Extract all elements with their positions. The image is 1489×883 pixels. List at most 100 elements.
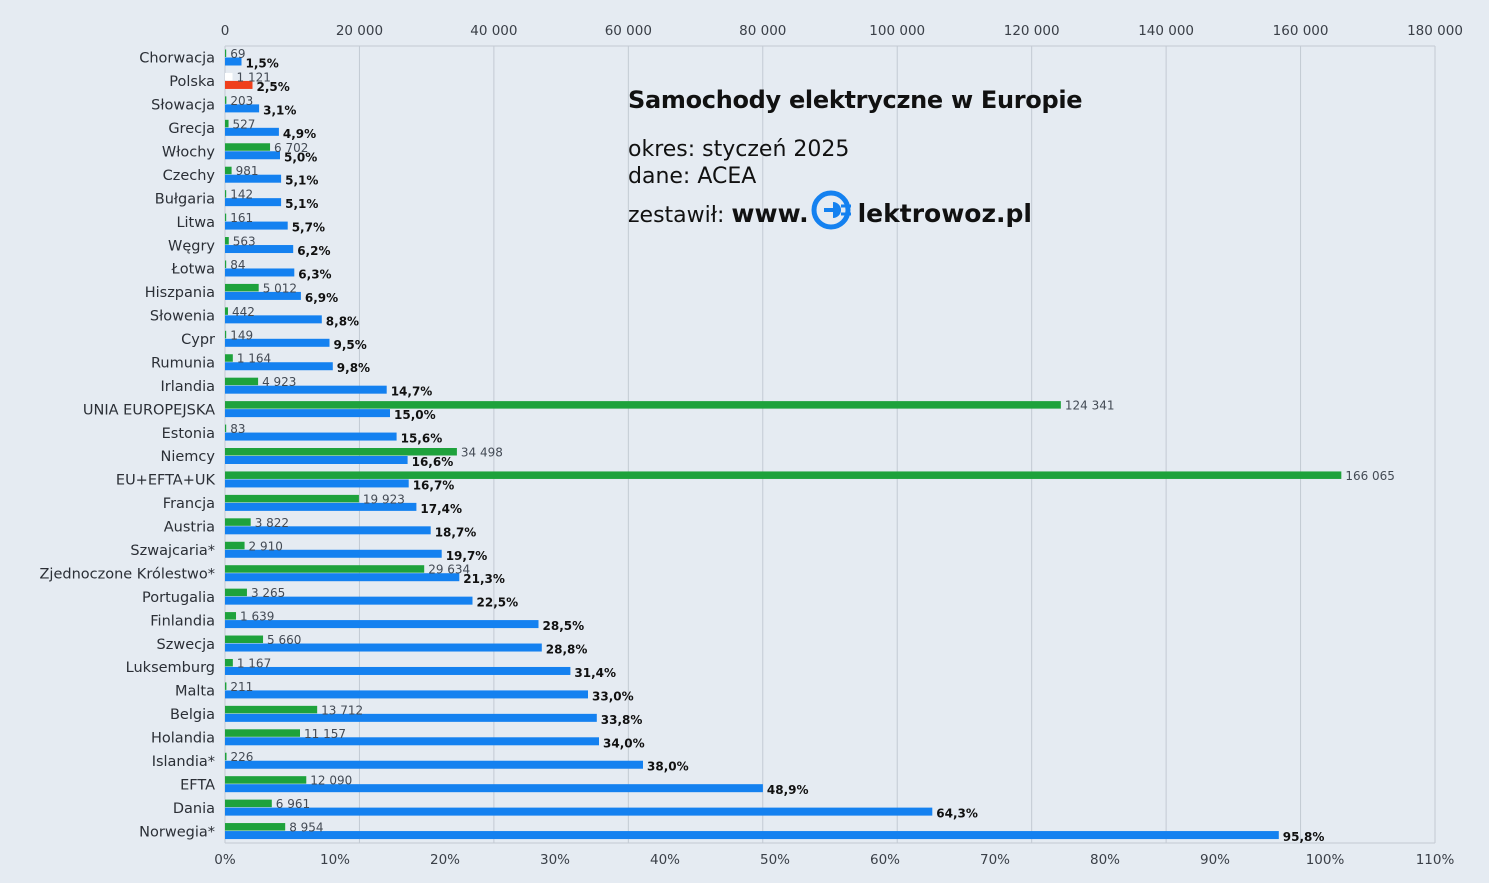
- count-label: 166 065: [1345, 469, 1395, 483]
- site-prefix: www.: [731, 199, 809, 228]
- count-label: 1 164: [237, 352, 271, 366]
- top-tick-label: 180 000: [1407, 23, 1463, 39]
- bottom-tick-label: 50%: [760, 852, 790, 868]
- percent-label: 48,9%: [767, 783, 809, 797]
- count-bar: [225, 72, 233, 81]
- count-bar: [225, 776, 307, 784]
- count-label: 29 634: [428, 563, 470, 577]
- category-label: Słowacja: [151, 98, 215, 114]
- bottom-tick-label: 90%: [1200, 852, 1230, 868]
- count-bar: [225, 588, 247, 597]
- bottom-tick-label: 70%: [980, 852, 1010, 868]
- percent-bar: [225, 174, 282, 183]
- percent-label: 6,9%: [305, 291, 338, 305]
- percent-label: 22,5%: [477, 596, 519, 610]
- bottom-tick-label: 40%: [650, 852, 680, 868]
- count-label: 8 954: [289, 821, 323, 835]
- count-bar: [225, 49, 227, 57]
- count-bar: [225, 96, 227, 104]
- count-bar: [225, 705, 318, 714]
- percent-bar: [225, 268, 295, 277]
- category-label: Norwegia*: [139, 824, 215, 840]
- bottom-tick-label: 60%: [870, 852, 900, 868]
- category-label: Polska: [169, 74, 215, 90]
- chart-info: Samochody elektryczne w Europie okres: s…: [628, 86, 1083, 230]
- category-label: Finlandia: [150, 613, 215, 629]
- count-label: 12 090: [310, 774, 352, 788]
- category-label: Islandia*: [152, 754, 215, 770]
- category-label: Hiszpania: [145, 285, 215, 301]
- percent-bar: [225, 338, 330, 347]
- percent-bar: [225, 760, 643, 769]
- count-bar: [225, 682, 227, 690]
- percent-bar: [225, 596, 473, 605]
- percent-bar: [225, 432, 397, 441]
- count-bar: [225, 799, 272, 808]
- percent-label: 5,1%: [285, 197, 318, 211]
- count-label: 83: [230, 422, 245, 436]
- percent-label: 28,8%: [546, 643, 588, 657]
- percent-label: 1,5%: [246, 57, 279, 71]
- source-text: dane: ACEA: [628, 164, 757, 189]
- bottom-tick-label: 20%: [430, 852, 460, 868]
- count-label: 1 167: [237, 656, 271, 670]
- percent-bar: [225, 620, 539, 629]
- percent-bar: [225, 690, 588, 699]
- percent-label: 95,8%: [1283, 830, 1325, 844]
- category-label: EU+EFTA+UK: [116, 473, 216, 489]
- category-label: Łotwa: [171, 262, 215, 278]
- percent-bar: [225, 479, 409, 488]
- percent-label: 8,8%: [326, 314, 359, 328]
- category-label: Holandia: [151, 731, 215, 747]
- percent-label: 15,0%: [394, 408, 436, 422]
- percent-bar: [225, 831, 1279, 840]
- percent-bar: [225, 502, 417, 511]
- category-label: Francja: [163, 496, 215, 512]
- percent-bar: [225, 456, 408, 464]
- percent-bar: [225, 315, 322, 324]
- percent-bar: [225, 221, 288, 230]
- count-bar: [225, 635, 264, 644]
- count-bar: [225, 752, 227, 761]
- top-tick-label: 80 000: [739, 23, 786, 39]
- percent-label: 14,7%: [391, 385, 433, 399]
- bottom-tick-label: 30%: [540, 852, 570, 868]
- percent-bar: [225, 549, 442, 558]
- percent-label: 6,2%: [297, 244, 330, 258]
- bottom-tick-label: 100%: [1306, 852, 1345, 868]
- percent-label: 34,0%: [603, 736, 645, 750]
- percent-bar: [225, 409, 390, 418]
- author-line: zestawił: www. lektrowoz.pl: [628, 190, 1082, 230]
- percent-bar: [225, 713, 597, 722]
- percent-label: 21,3%: [463, 572, 505, 586]
- bottom-axis: 0% 10% 20% 30% 40% 50% 60% 70% 80% 90% 100% 110%: [214, 852, 1454, 868]
- percent-label: 2,5%: [257, 80, 290, 94]
- category-label: Węgry: [168, 238, 215, 254]
- category-label: Zjednoczone Królestwo*: [39, 566, 215, 582]
- count-label: 11 157: [304, 727, 346, 741]
- percent-label: 38,0%: [647, 760, 689, 774]
- percent-label: 15,6%: [401, 432, 443, 446]
- count-label: 6 961: [276, 797, 310, 811]
- top-tick-label: 60 000: [605, 23, 652, 39]
- bars: [225, 49, 1342, 840]
- gridlines: [224, 45, 1436, 844]
- count-bar: [225, 658, 233, 667]
- category-label: Portugalia: [142, 590, 215, 606]
- count-bar: [225, 471, 1342, 479]
- percent-label: 9,5%: [334, 338, 367, 352]
- count-label: 149: [230, 328, 253, 342]
- count-bar: [225, 401, 1061, 409]
- percent-label: 18,7%: [435, 525, 477, 539]
- count-label: 442: [232, 305, 255, 319]
- category-label: Słowenia: [150, 309, 215, 325]
- count-label: 19 923: [363, 492, 405, 506]
- percent-label: 31,4%: [574, 666, 616, 680]
- percent-label: 9,8%: [337, 361, 370, 375]
- count-bar: [225, 541, 245, 550]
- count-label: 563: [233, 235, 256, 249]
- percent-bar: [225, 80, 253, 89]
- count-label: 3 265: [251, 586, 285, 600]
- category-label: Niemcy: [161, 449, 216, 465]
- count-label: 5 660: [267, 633, 301, 647]
